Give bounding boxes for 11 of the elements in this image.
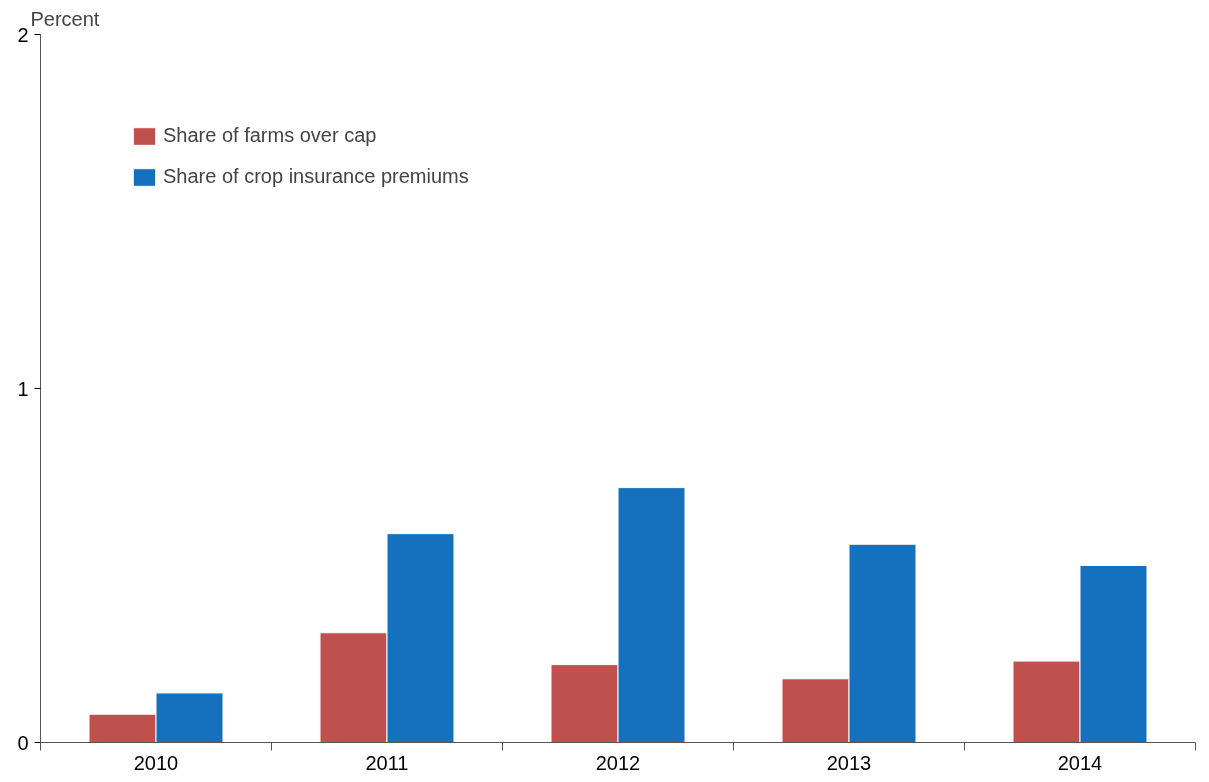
- x-tick-label: 2010: [133, 751, 179, 774]
- y-tick-label: 0: [17, 731, 29, 754]
- y-axis-title: Percent: [30, 7, 100, 30]
- y-tick-label: 1: [17, 377, 29, 400]
- x-tick-label: 2012: [595, 751, 641, 774]
- x-tick-label: 2011: [365, 751, 409, 774]
- x-tick-label: 2014: [1057, 751, 1103, 774]
- x-tick-label: 2013: [826, 751, 872, 774]
- legend-label: Share of farms over cap: [163, 124, 377, 147]
- y-tick-label: 2: [17, 23, 29, 46]
- legend-label: Share of crop insurance premiums: [163, 165, 469, 188]
